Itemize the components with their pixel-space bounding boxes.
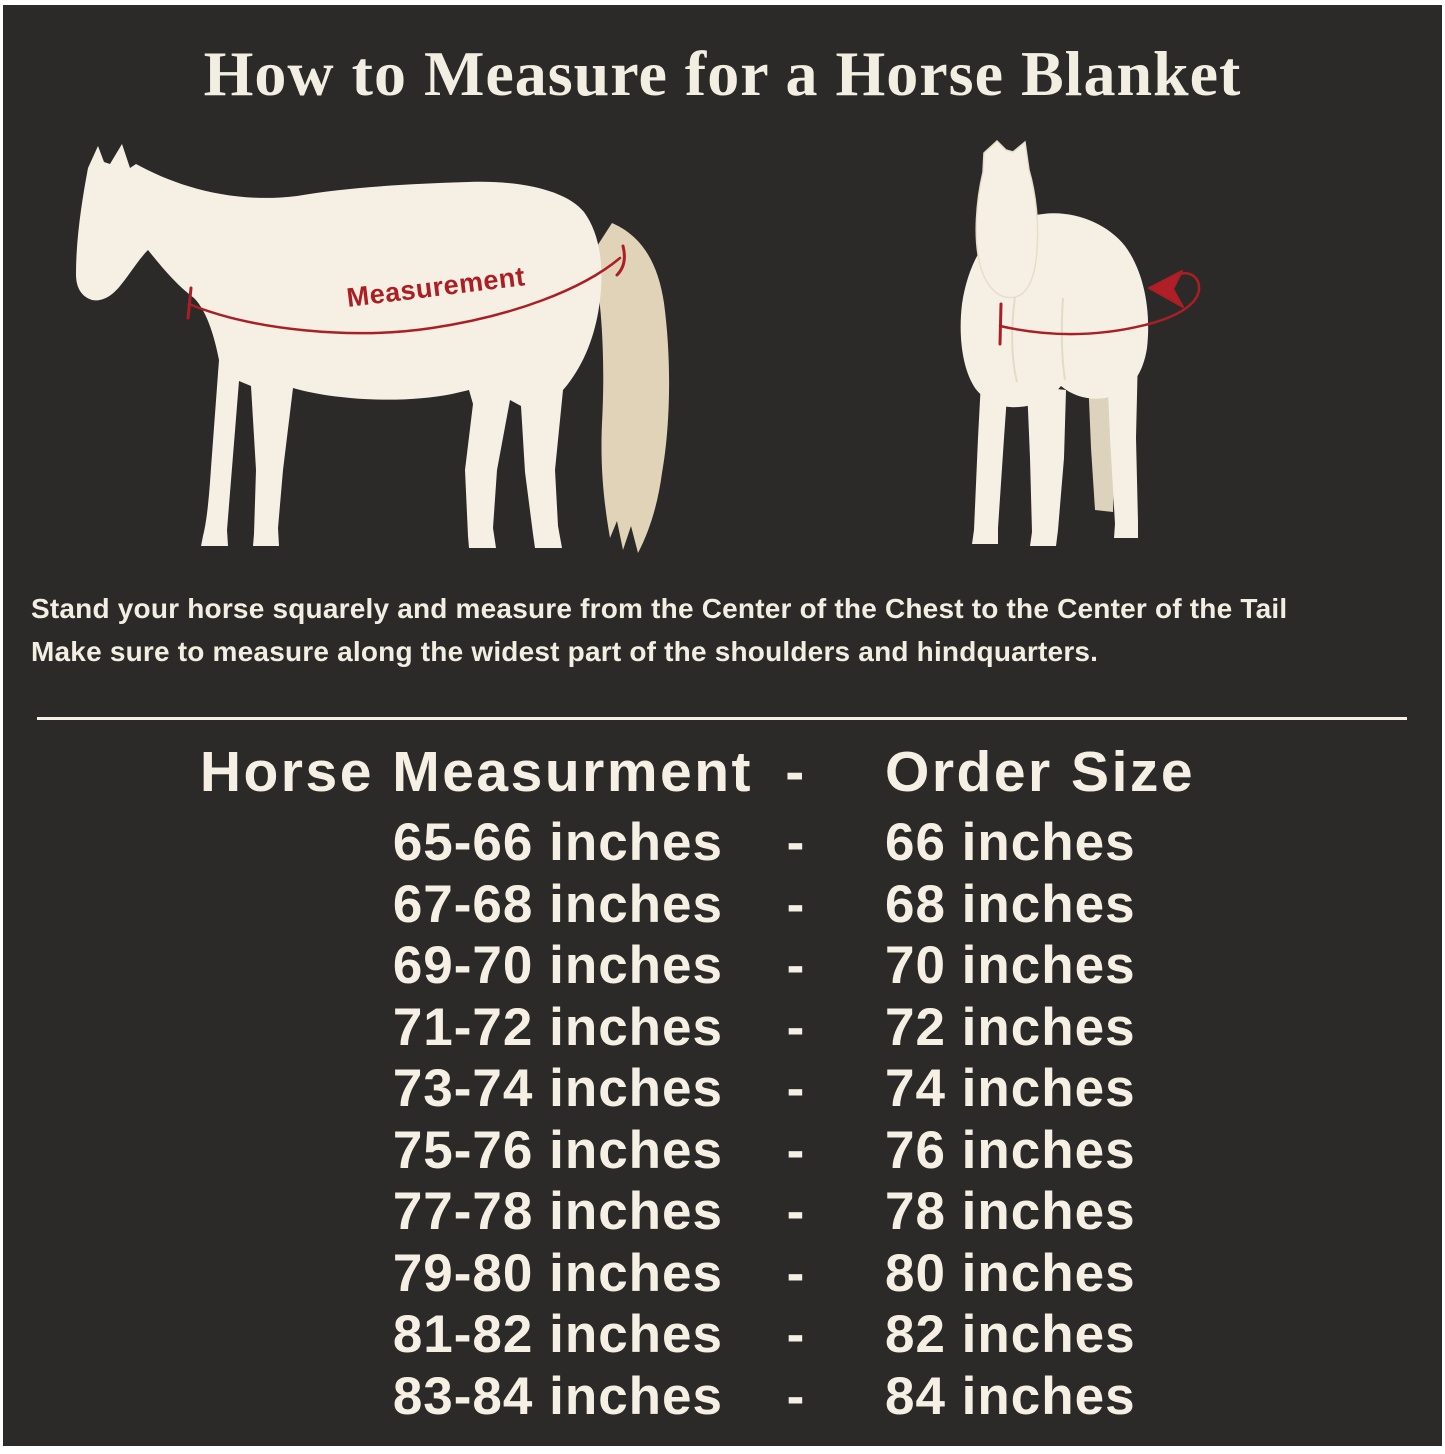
separator-cell: - <box>786 1366 806 1426</box>
measurement-curve <box>187 256 622 335</box>
girth-line-curve <box>998 272 1201 336</box>
horse-tail-shape <box>592 223 670 553</box>
size-chart: Horse Measurment - Order Size 65-66 inch… <box>3 740 1442 1427</box>
separator-cell: - <box>786 936 806 995</box>
separator-cell: - <box>786 1243 806 1303</box>
girth-line-tick <box>998 302 1003 346</box>
horse-diagrams: Measurement <box>3 5 1442 1446</box>
side-horse-body <box>76 144 602 548</box>
table-row: 69-70 inches - 70 inches <box>3 935 1442 997</box>
measurement-cell: 65-66 inches <box>392 813 723 872</box>
table-row: 83-84 inches - 84 inches <box>3 1366 1442 1428</box>
table-row: 79-80 inches - 80 inches <box>3 1243 1442 1305</box>
horizontal-divider <box>37 717 1407 720</box>
front-horse-head <box>975 139 1039 299</box>
side-horse-illustration: Measurement <box>76 144 670 553</box>
measurement-cell: 81-82 inches <box>392 1305 723 1364</box>
order-size-cell: 66 inches <box>885 813 1136 872</box>
table-row: 67-68 inches - 68 inches <box>3 874 1442 936</box>
measurement-cell: 79-80 inches <box>392 1243 723 1303</box>
separator-cell: - <box>786 1182 806 1241</box>
separator-cell: - <box>786 1120 806 1180</box>
size-chart-header: Horse Measurment - Order Size <box>3 740 1442 804</box>
measurement-cell: 77-78 inches <box>392 1182 723 1241</box>
order-size-cell: 68 inches <box>885 874 1136 934</box>
header-horse-measurement: Horse Measurment <box>199 740 753 804</box>
separator-cell: - <box>786 1059 806 1118</box>
instruction-line-1: Stand your horse squarely and measure fr… <box>31 593 1288 624</box>
girth-arrowhead-icon <box>1148 270 1184 308</box>
order-size-cell: 76 inches <box>885 1120 1136 1180</box>
table-row: 71-72 inches - 72 inches <box>3 997 1442 1059</box>
measurement-cell: 67-68 inches <box>392 874 723 934</box>
measuring-instructions: Stand your horse squarely and measure fr… <box>31 587 1426 673</box>
order-size-cell: 72 inches <box>885 997 1136 1057</box>
order-size-cell: 78 inches <box>885 1182 1136 1241</box>
size-chart-rows: 65-66 inches - 66 inches 67-68 inches - … <box>3 812 1442 1427</box>
measurement-cell: 71-72 inches <box>392 997 723 1057</box>
table-row: 77-78 inches - 78 inches <box>3 1181 1442 1243</box>
header-separator: - <box>785 740 807 804</box>
order-size-cell: 84 inches <box>885 1366 1136 1426</box>
page-title: How to Measure for a Horse Blanket <box>203 38 1242 109</box>
separator-cell: - <box>786 997 806 1057</box>
order-size-cell: 70 inches <box>885 936 1136 995</box>
measurement-cell: 83-84 inches <box>392 1366 723 1426</box>
measurement-cell: 69-70 inches <box>392 936 723 995</box>
order-size-cell: 80 inches <box>885 1243 1136 1303</box>
separator-cell: - <box>786 1305 806 1364</box>
front-horse-illustration <box>960 139 1201 546</box>
chest-contour-line <box>1011 295 1018 383</box>
table-row: 81-82 inches - 82 inches <box>3 1304 1442 1366</box>
separator-cell: - <box>786 874 806 934</box>
table-row: 73-74 inches - 74 inches <box>3 1058 1442 1120</box>
order-size-cell: 74 inches <box>885 1059 1136 1118</box>
front-horse-leg <box>1027 386 1066 546</box>
separator-cell: - <box>786 813 806 872</box>
measurement-cell: 73-74 inches <box>392 1059 723 1118</box>
dark-background-panel: How to Measure for a Horse Blanket Measu… <box>3 5 1442 1446</box>
header-order-size: Order Size <box>885 740 1196 804</box>
instruction-line-2: Make sure to measure along the widest pa… <box>31 636 1099 667</box>
front-horse-shaded-leg <box>1088 374 1115 512</box>
shoulder-contour-line <box>1060 297 1066 381</box>
measurement-end-tick <box>615 244 626 277</box>
table-row: 75-76 inches - 76 inches <box>3 1120 1442 1182</box>
measurement-cell: 75-76 inches <box>392 1120 723 1180</box>
order-size-cell: 82 inches <box>885 1305 1136 1364</box>
table-row: 65-66 inches - 66 inches <box>3 812 1442 874</box>
